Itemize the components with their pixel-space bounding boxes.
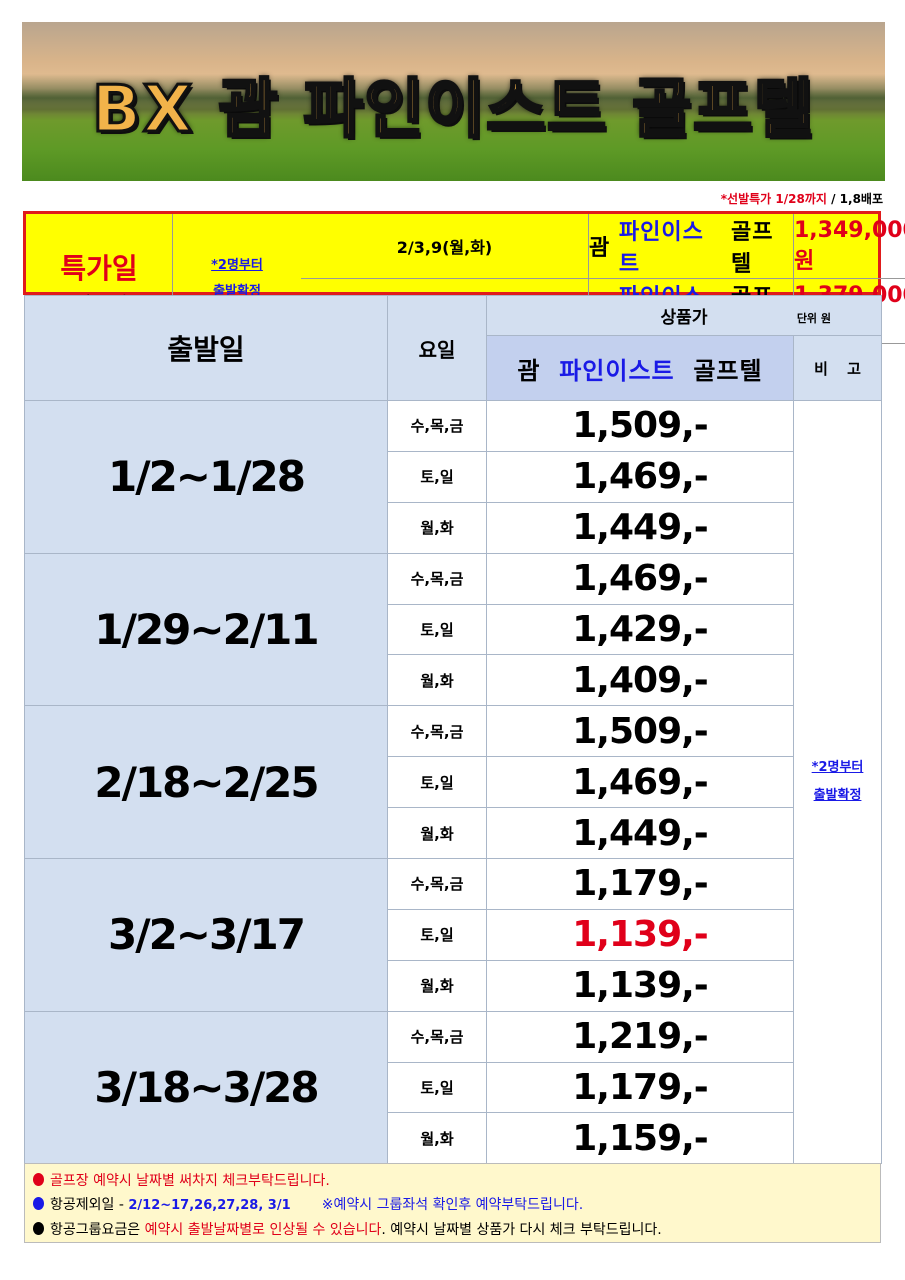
weekday-cell: 수,목,금 <box>387 705 487 758</box>
table-row: 월,화 1,449,- <box>25 807 882 860</box>
table-row: 2/18~2/25 수,목,금 1,509,- <box>24 705 882 860</box>
footer-line-3: 항공그룹요금은 예약시 출발날짜별로 인상될 수 있습니다. 예약시 날짜별 상… <box>33 1218 872 1242</box>
special-price-box: 특가일 *집중모객 2/3,9(월,화) 괌 파인이스트 골프텔 1,349,0… <box>23 211 905 344</box>
price-cell: 1,409,- <box>486 654 794 707</box>
table-row: 1/2~1/28 수,목,금 1,509,- *2명부터 출발확정 <box>24 399 883 1165</box>
weekday-cell: 토,일 <box>387 1061 487 1114</box>
price-cell: 1,449,- <box>486 807 794 860</box>
price-table: 출발일 요일 상품가 단위 원 괌 파인이스트 골프텔 비 고 1/2~1/28 수… <box>24 295 883 1165</box>
table-row: 토,일 1,429,- <box>25 603 882 656</box>
header-weekday: 요일 <box>387 295 487 401</box>
weekday-cell: 수,목,금 <box>387 400 487 452</box>
price-cell: 1,219,- <box>486 1010 794 1063</box>
weekday-cell: 수,목,금 <box>387 1010 487 1063</box>
table-row: 월,화 1,159,- <box>25 1112 882 1165</box>
table-row: 월,화 1,139,- <box>25 959 882 1012</box>
price-cell: 1,469,- <box>486 450 794 503</box>
weekday-cell: 월,화 <box>387 501 487 554</box>
early-booking-note: *선발특가 1/28까지 <box>720 192 827 206</box>
weekday-cell: 토,일 <box>387 603 487 656</box>
departure-date-range: 3/18~3/28 <box>24 1010 388 1165</box>
weekday-cell: 토,일 <box>387 450 487 503</box>
weekday-cell: 월,화 <box>387 1112 487 1165</box>
special-label: 특가일 *집중모객 <box>26 214 173 344</box>
price-cell: 1,139,- <box>486 959 794 1012</box>
table-row: 월,화 1,409,- <box>25 654 882 707</box>
banner-background <box>22 74 885 114</box>
separator: / <box>826 192 840 206</box>
price-cell: 1,509,- <box>486 400 794 452</box>
departure-date-range: 2/18~2/25 <box>24 705 388 860</box>
table-row: 월,화 1,449,- <box>25 501 882 554</box>
weekday-cell: 월,화 <box>387 807 487 860</box>
header-departure-date: 출발일 <box>24 295 388 401</box>
footer-notes: 골프장 예약시 날짜별 써차지 체크부탁드립니다. 항공제외일 - 2/12~1… <box>24 1163 881 1243</box>
table-row: 1/29~2/11 수,목,금 1,469,- <box>24 552 882 707</box>
banner-title: BX 괌 파인이스트 골프텔 <box>91 72 815 149</box>
seats-note: 1,8배포 <box>839 192 883 206</box>
header-unit: 단위 원 <box>796 312 832 325</box>
price-cell: 1,139,- <box>486 908 794 961</box>
price-cell: 1,179,- <box>486 858 794 910</box>
price-cell: 1,469,- <box>486 552 794 605</box>
remark-line: *2명부터 <box>811 760 864 776</box>
special-date: 2/3,9(월,화) <box>301 214 589 279</box>
table-row: 토,일 1,139,- <box>25 908 882 961</box>
special-title: 특가일 <box>60 252 138 285</box>
header-remarks: 비 고 <box>792 335 883 401</box>
price-cell: 1,159,- <box>486 1112 794 1165</box>
weekday-cell: 토,일 <box>387 908 487 961</box>
header-hotel: 괌 파인이스트 골프텔 <box>486 335 794 401</box>
footer-line-2: 항공제외일 - 2/12~17,26,27,28, 3/1 ※예약시 그룹좌석 … <box>33 1193 872 1218</box>
black-dot-icon <box>33 1222 44 1235</box>
table-row: 토,일 1,469,- <box>25 756 882 809</box>
footer-line-1: 골프장 예약시 날짜별 써차지 체크부탁드립니다. <box>33 1169 872 1193</box>
price-cell: 1,509,- <box>486 705 794 758</box>
price-cell: 1,449,- <box>486 501 794 554</box>
table-row: 토,일 1,179,- <box>25 1061 882 1114</box>
header-product-price: 상품가 단위 원 <box>485 295 883 336</box>
special-hotel: 괌 파인이스트 골프텔 <box>589 214 794 279</box>
red-dot-icon <box>33 1173 44 1186</box>
weekday-cell: 수,목,금 <box>387 552 487 605</box>
departure-date-range: 1/29~2/11 <box>24 552 388 707</box>
weekday-cell: 토,일 <box>387 756 487 809</box>
departure-date-range: 3/2~3/17 <box>24 858 388 1012</box>
price-cell: 1,429,- <box>486 603 794 656</box>
weekday-cell: 수,목,금 <box>387 858 487 910</box>
table-row: 3/18~3/28 수,목,금 1,219,- <box>24 1010 882 1165</box>
departure-date-range: 1/2~1/28 <box>24 400 388 554</box>
price-cell: 1,469,- <box>486 756 794 809</box>
top-note: *선발특가 1/28까지 / 1,8배포 <box>721 190 883 207</box>
weekday-cell: 월,화 <box>387 959 487 1012</box>
remark-line: 출발확정 <box>813 788 862 804</box>
banner: BX 괌 파인이스트 골프텔 <box>22 22 885 181</box>
weekday-cell: 월,화 <box>387 654 487 707</box>
table-row: 3/2~3/17 수,목,금 1,179,- <box>24 858 882 1012</box>
special-price: 1,349,000원 <box>794 214 905 279</box>
price-cell: 1,179,- <box>486 1061 794 1114</box>
blue-dot-icon <box>33 1197 44 1210</box>
